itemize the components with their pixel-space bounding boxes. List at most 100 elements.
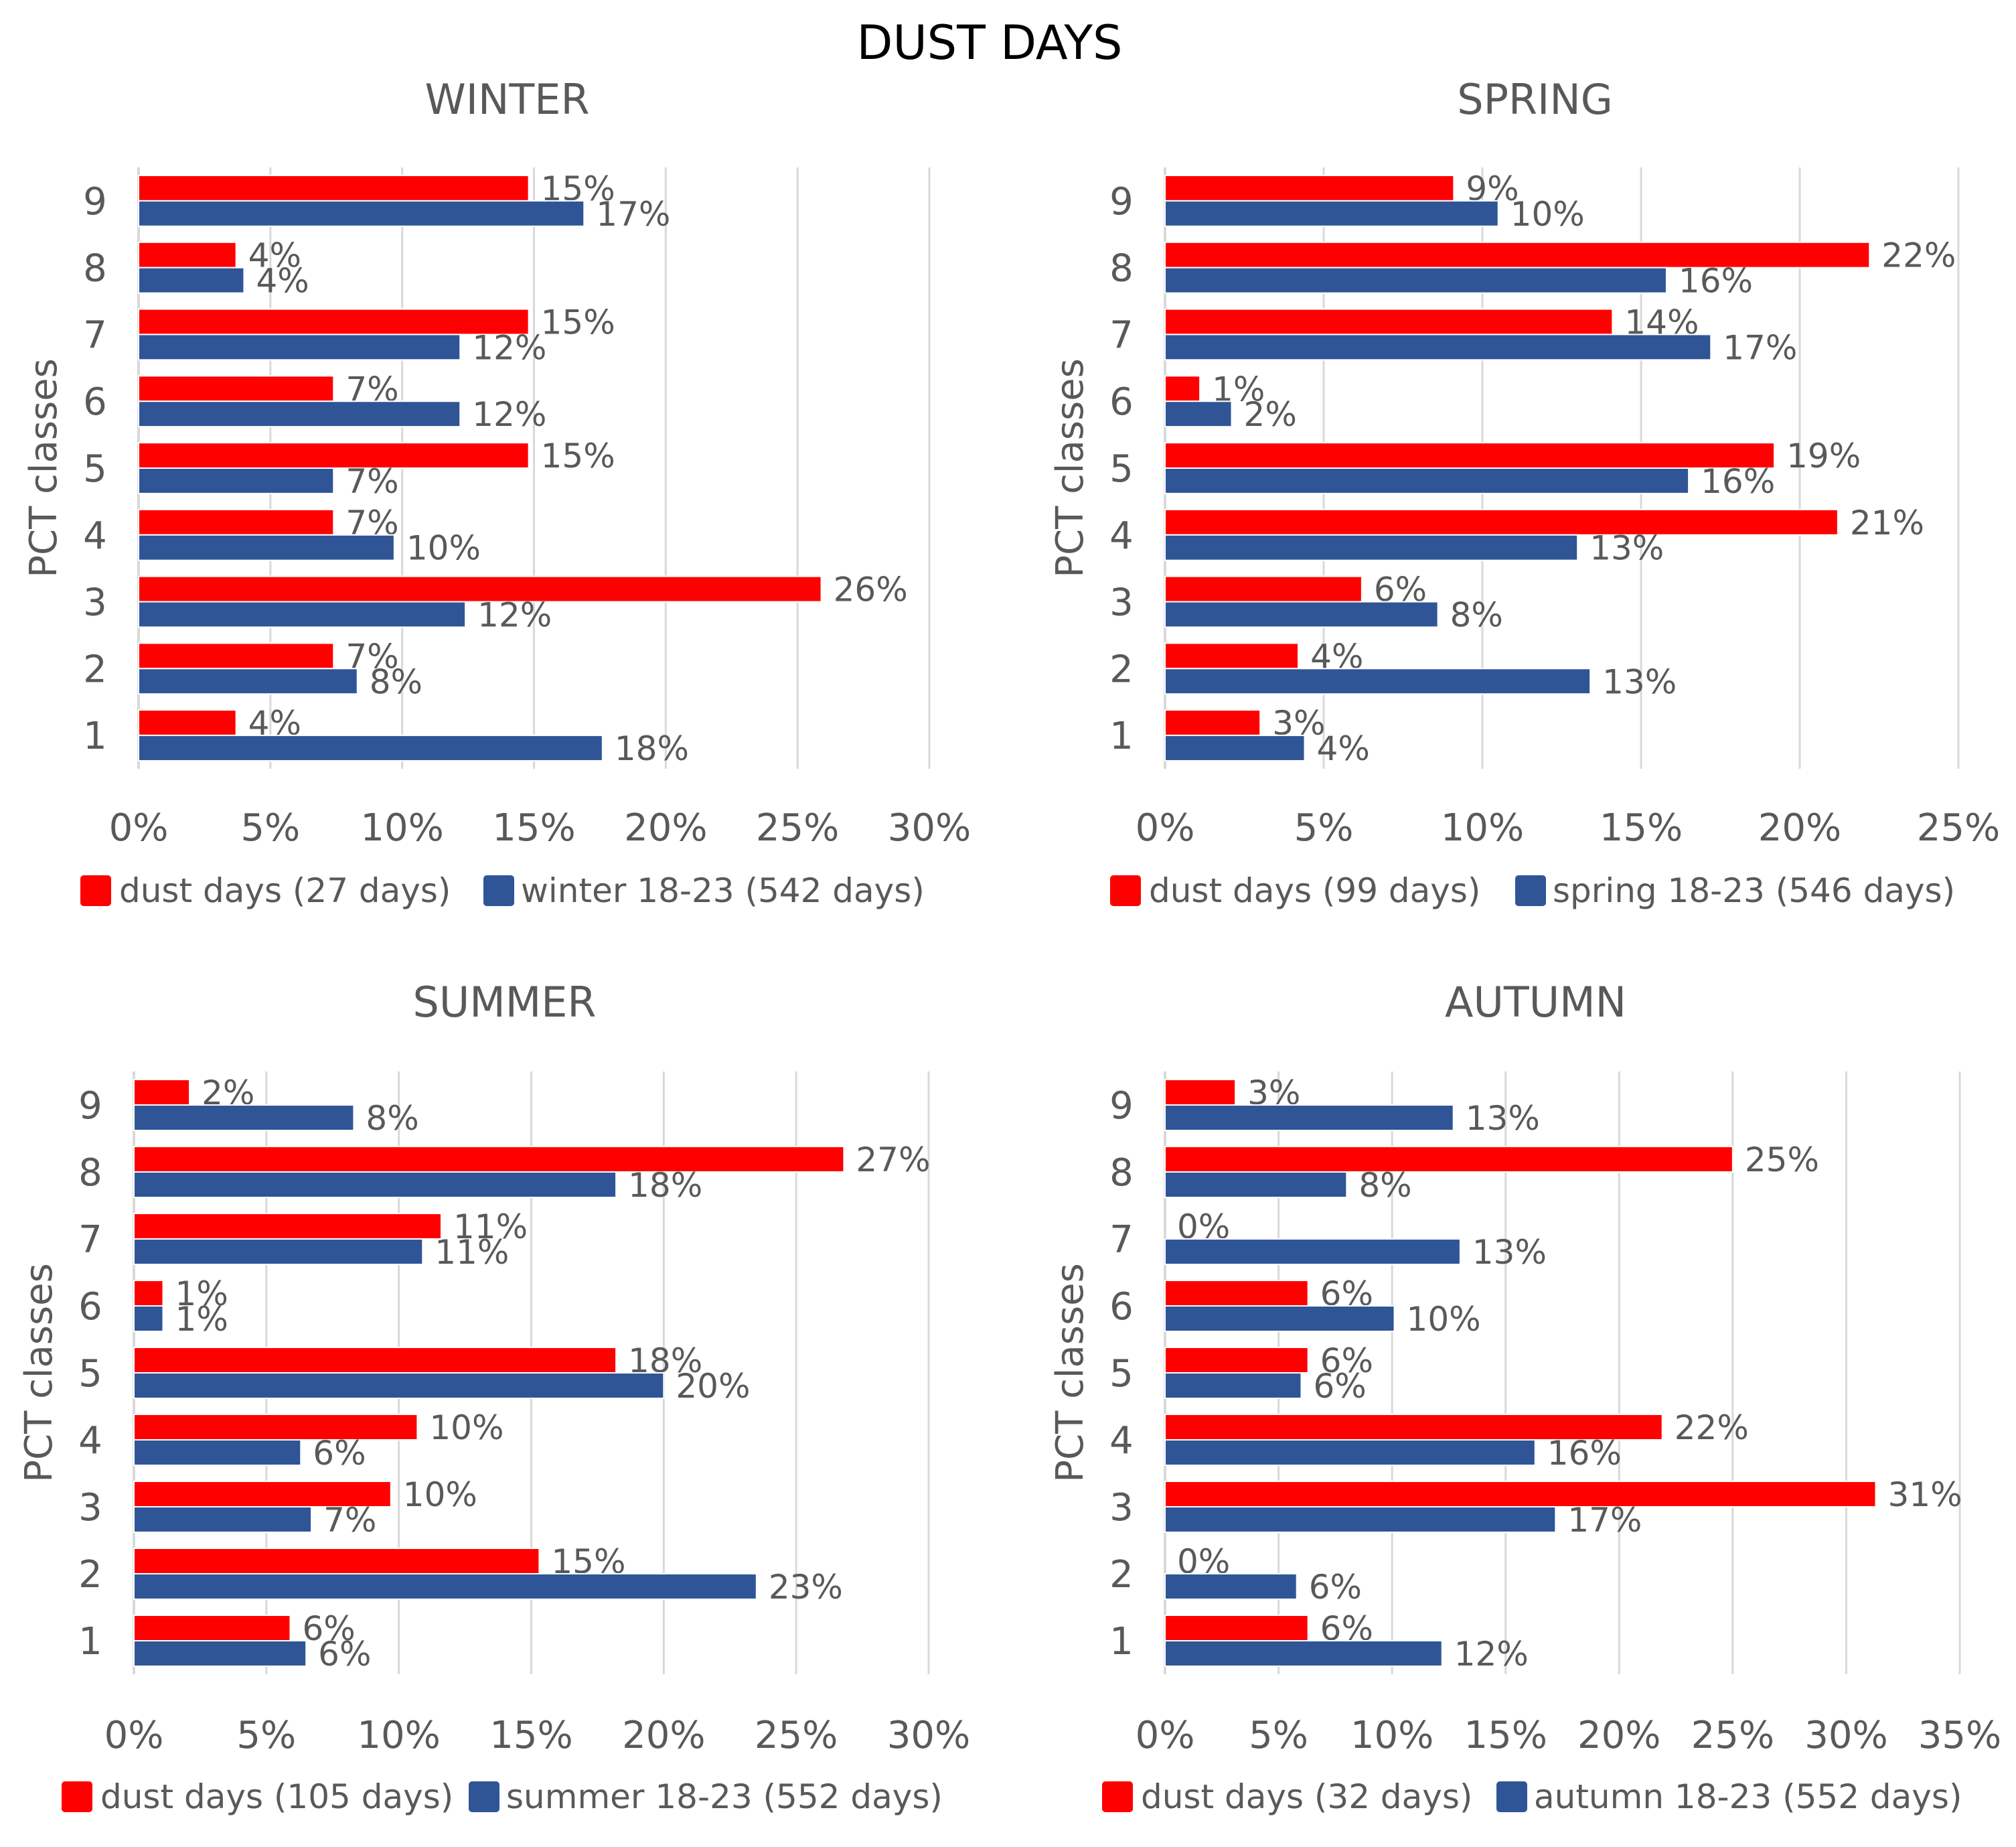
bar-data-label: 12% [472,328,546,367]
bar-data-label: 11% [435,1233,509,1272]
bar-baseline [1164,668,1592,695]
bar-data-label: 10% [429,1408,503,1447]
bar-data-label: 8% [366,1099,418,1138]
bar-dust [133,1079,191,1106]
bar-baseline [138,400,461,428]
bar-dust [138,575,822,603]
bar-dust [1164,1414,1663,1440]
x-tick-label: 0% [1136,806,1195,850]
x-tick-label: 15% [1600,806,1683,850]
category-tick-label: 7 [1109,1218,1134,1262]
bar-data-label: 17% [1567,1501,1642,1540]
bar-dust [1164,1615,1309,1641]
bar-dust [133,1213,442,1240]
bar-data-label: 7% [323,1501,376,1540]
bar-baseline [1164,1372,1302,1399]
bar-dust [1164,174,1455,202]
chart-panel-summer: SUMMER PCT classes 1 2 3 4 5 6 7 8 9 6% 15% 10% 10% 18%… [17,978,970,1816]
bar-data-label: 19% [1786,437,1861,475]
bar-dust [138,709,237,737]
bar-baseline [1164,1439,1536,1466]
bar-data-label: 11% [453,1207,528,1246]
bar-data-label: 16% [1701,462,1775,501]
bar-dust [1164,241,1871,269]
bar-dust [133,1347,617,1374]
bar-dust [1164,1280,1309,1307]
bar-data-label: 31% [1888,1475,1962,1514]
category-tick-label: 8 [1109,1151,1134,1195]
bar-data-label: 23% [769,1568,843,1607]
bar-baseline [133,1640,307,1667]
category-tick-label: 1 [83,715,107,758]
bar-dust [133,1548,540,1574]
legend-swatch-baseline [1496,1781,1527,1812]
bar-data-label: 12% [477,596,552,635]
bar-data-label: 2% [1244,395,1297,434]
legend-swatch-dust [1102,1781,1133,1812]
x-tick-label: 10% [357,1714,440,1757]
bar-baseline [1164,601,1439,628]
bar-baseline [1164,334,1712,361]
legend-label: dust days (105 days) [100,1777,453,1816]
bar-data-label: 6% [1313,1367,1366,1406]
x-tick-label: 0% [104,1714,164,1757]
bar-data-label: 10% [406,529,481,568]
bar-data-label: 13% [1472,1233,1547,1272]
category-tick-label: 1 [78,1620,102,1664]
x-tick-label: 30% [1804,1714,1887,1757]
bar-dust [1164,709,1261,737]
legend-swatch-dust [80,875,111,906]
bar-dust [1164,442,1776,469]
bar-dust [1164,1481,1877,1507]
category-tick-label: 2 [83,648,107,691]
bar-dust [138,442,530,469]
bar-data-label: 21% [1850,504,1924,542]
legend-swatch-dust [62,1781,92,1812]
bar-data-label: 16% [1547,1434,1622,1473]
bar-baseline [1164,1506,1557,1533]
category-tick-label: 7 [83,313,107,357]
category-tick-label: 7 [78,1218,102,1262]
bar-data-label: 6% [318,1635,371,1674]
bar-data-label: 10% [403,1475,477,1514]
y-axis-label: PCT classes [1049,358,1092,578]
x-tick-label: 5% [236,1714,296,1757]
y-axis-label: PCT classes [17,1263,61,1483]
x-tick-label: 20% [1758,806,1841,850]
bar-dust [133,1481,392,1507]
x-tick-label: 35% [1918,1714,2001,1757]
x-tick-label: 5% [1249,1714,1308,1757]
category-tick-label: 3 [83,581,107,625]
category-tick-label: 5 [1109,1352,1134,1396]
x-tick-label: 25% [1917,806,2000,850]
category-tick-label: 9 [1109,180,1134,224]
bar-baseline [138,467,335,494]
category-tick-label: 9 [78,1084,102,1128]
x-tick-label: 20% [622,1714,705,1757]
x-tick-label: 30% [887,1714,970,1757]
x-tick-label: 15% [492,806,575,850]
bar-baseline [138,735,603,762]
category-tick-label: 2 [78,1553,102,1597]
bar-dust [1164,1347,1309,1374]
x-tick-label: 0% [109,806,169,850]
category-tick-label: 6 [78,1285,102,1329]
category-tick-label: 3 [1109,1486,1134,1530]
bar-data-label: 8% [370,662,422,701]
bar-baseline [133,1372,665,1399]
bar-dust [1164,642,1300,670]
x-tick-label: 10% [360,806,443,850]
bar-data-label: 10% [1407,1300,1481,1339]
bar-baseline [1164,534,1579,561]
bar-baseline [1164,267,1667,294]
bar-dust [138,241,237,269]
bar-data-label: 4% [256,262,309,301]
bar-dust [138,308,530,336]
y-axis-label: PCT classes [22,358,66,578]
bar-dust [1164,1079,1237,1106]
panel-title: SUMMER [413,978,597,1027]
category-tick-label: 3 [78,1486,102,1530]
